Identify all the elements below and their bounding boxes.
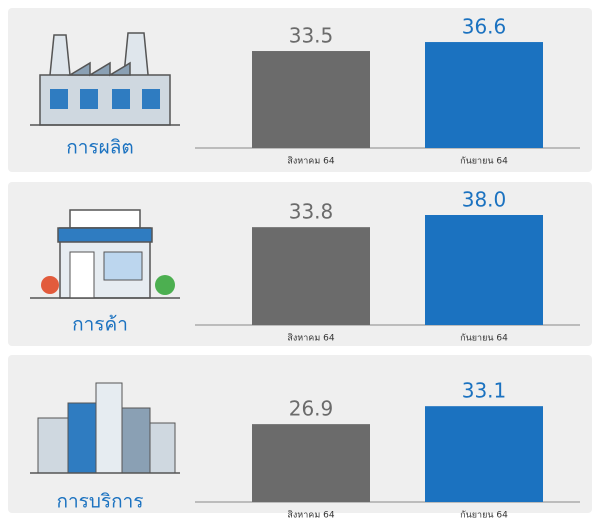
value-label: 33.5	[289, 24, 334, 48]
value-label: 33.1	[462, 379, 507, 403]
panel-title: การบริการ	[56, 491, 143, 513]
bar	[252, 51, 370, 148]
x-tick-label: กันยายน 64	[460, 157, 508, 167]
bar	[425, 42, 543, 149]
chart-panel: การค้า 33.8 สิงหาคม 64 38.0 กันยายน 64	[72, 188, 580, 344]
x-tick-label: สิงหาคม 64	[287, 156, 334, 167]
bar	[252, 227, 370, 325]
city-icon	[30, 382, 180, 474]
chart-panel: การบริการ 26.9 สิงหาคม 64 33.1 กันยายน 64	[56, 379, 580, 520]
value-label: 26.9	[289, 397, 334, 421]
panel-title: การค้า	[72, 314, 128, 336]
chart-panel: การผลิต 33.5 สิงหาคม 64 36.6 กันยายน 64	[66, 15, 580, 167]
x-tick-label: กันยายน 64	[460, 334, 508, 344]
panel-title: การผลิต	[66, 137, 134, 159]
x-tick-label: สิงหาคม 64	[287, 333, 334, 344]
value-label: 33.8	[289, 200, 334, 224]
bar	[252, 424, 370, 502]
store-icon	[30, 209, 180, 299]
factory-icon	[30, 32, 180, 126]
bar	[425, 215, 543, 325]
x-tick-label: กันยายน 64	[460, 511, 508, 520]
bar	[425, 406, 543, 502]
x-tick-label: สิงหาคม 64	[287, 510, 334, 520]
value-label: 36.6	[462, 15, 507, 39]
value-label: 38.0	[462, 188, 507, 212]
